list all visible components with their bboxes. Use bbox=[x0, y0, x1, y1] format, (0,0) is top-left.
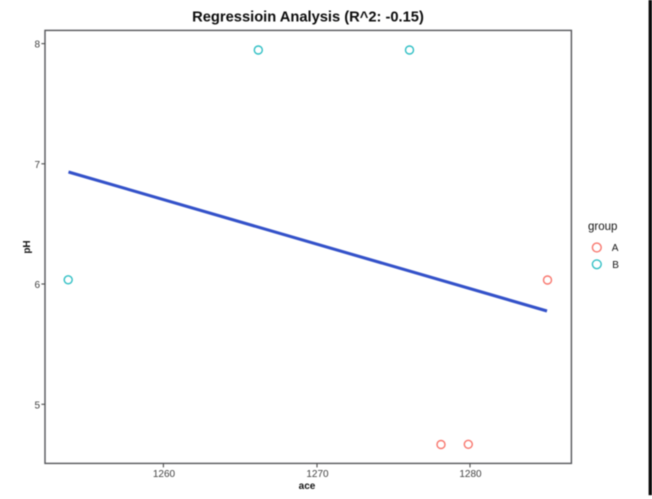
svg-text:7: 7 bbox=[34, 160, 40, 171]
svg-text:1270: 1270 bbox=[306, 469, 329, 480]
svg-text:8: 8 bbox=[34, 40, 40, 51]
svg-text:group: group bbox=[588, 221, 617, 233]
svg-text:B: B bbox=[612, 260, 619, 271]
svg-text:A: A bbox=[612, 243, 619, 254]
svg-text:ace: ace bbox=[299, 481, 316, 492]
svg-text:1280: 1280 bbox=[459, 469, 482, 480]
svg-text:1260: 1260 bbox=[153, 469, 176, 480]
svg-text:pH: pH bbox=[22, 240, 33, 253]
svg-text:Regressioin Analysis (R^2: -0.: Regressioin Analysis (R^2: -0.15) bbox=[192, 10, 424, 26]
svg-text:5: 5 bbox=[34, 400, 40, 411]
svg-text:6: 6 bbox=[34, 280, 40, 291]
